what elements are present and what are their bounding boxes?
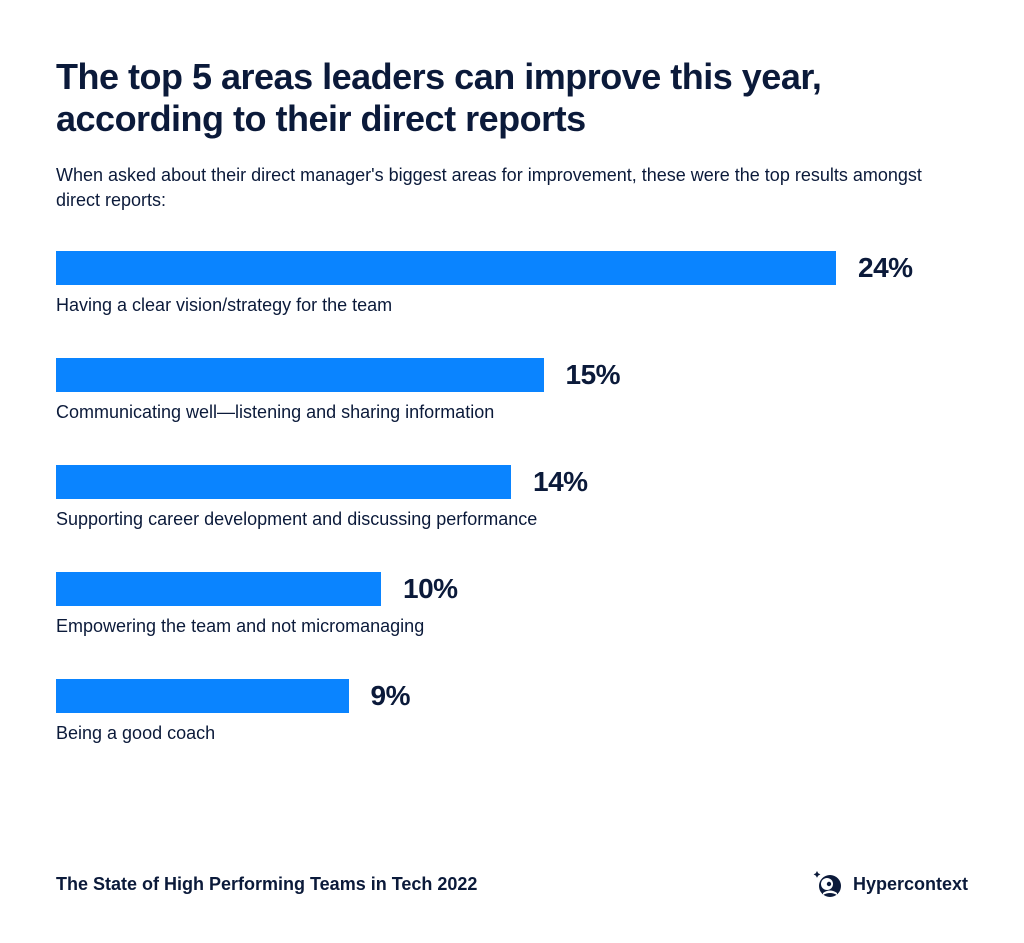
bar-track: 24% — [56, 251, 968, 285]
bar-label: Communicating well—listening and sharing… — [56, 402, 968, 423]
bar-value: 14% — [533, 466, 588, 498]
bar-track: 14% — [56, 465, 968, 499]
bar-value: 9% — [371, 680, 410, 712]
bar-row: 24% Having a clear vision/strategy for t… — [56, 251, 968, 316]
bar-label: Being a good coach — [56, 723, 968, 744]
bar — [56, 465, 511, 499]
chart-subtitle: When asked about their direct manager's … — [56, 163, 956, 213]
bar-row: 14% Supporting career development and di… — [56, 465, 968, 530]
bar-row: 9% Being a good coach — [56, 679, 968, 744]
bar — [56, 358, 544, 392]
source-text: The State of High Performing Teams in Te… — [56, 874, 477, 895]
bar-track: 10% — [56, 572, 968, 606]
bar — [56, 251, 836, 285]
bar — [56, 679, 349, 713]
bar-label: Empowering the team and not micromanagin… — [56, 616, 968, 637]
bar-row: 15% Communicating well—listening and sha… — [56, 358, 968, 423]
bar-chart: 24% Having a clear vision/strategy for t… — [56, 251, 968, 744]
bar-label: Having a clear vision/strategy for the t… — [56, 295, 968, 316]
brand-name: Hypercontext — [853, 874, 968, 895]
chart-footer: The State of High Performing Teams in Te… — [56, 869, 968, 899]
bar — [56, 572, 381, 606]
bar-row: 10% Empowering the team and not microman… — [56, 572, 968, 637]
chart-title: The top 5 areas leaders can improve this… — [56, 56, 968, 141]
bar-value: 10% — [403, 573, 458, 605]
bar-track: 9% — [56, 679, 968, 713]
brand: Hypercontext — [813, 869, 968, 899]
bar-track: 15% — [56, 358, 968, 392]
bar-label: Supporting career development and discus… — [56, 509, 968, 530]
bar-value: 15% — [566, 359, 621, 391]
brand-logo-icon — [813, 869, 843, 899]
bar-value: 24% — [858, 252, 913, 284]
